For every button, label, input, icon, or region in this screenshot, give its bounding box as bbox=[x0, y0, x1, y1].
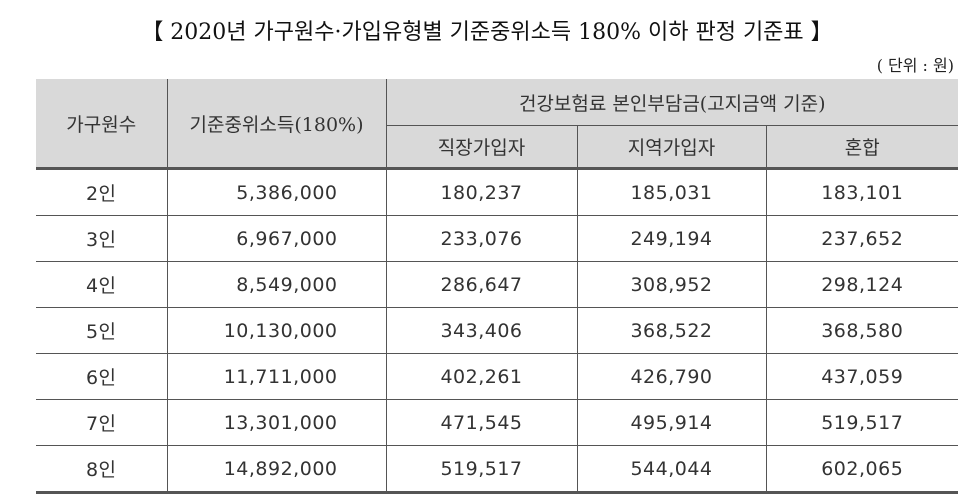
cell-mixed: 237,652 bbox=[765, 215, 959, 262]
cell-income: 10,130,000 bbox=[166, 307, 386, 354]
header-regional: 지역가입자 bbox=[576, 125, 767, 169]
cell-employee: 343,406 bbox=[385, 307, 577, 354]
cell-income: 13,301,000 bbox=[166, 399, 386, 446]
cell-regional: 308,952 bbox=[576, 261, 766, 308]
table-row: 7인 13,301,000 471,545 495,914 519,517 bbox=[36, 399, 959, 446]
cell-mixed: 437,059 bbox=[765, 353, 959, 400]
table-row: 6인 11,711,000 402,261 426,790 437,059 bbox=[36, 353, 959, 400]
cell-regional: 544,044 bbox=[576, 445, 766, 494]
cell-mixed: 519,517 bbox=[765, 399, 959, 446]
header-mixed: 혼합 bbox=[765, 125, 959, 169]
cell-regional: 185,031 bbox=[576, 168, 766, 216]
header-employee: 직장가입자 bbox=[386, 125, 578, 169]
cell-household: 8인 bbox=[36, 445, 167, 494]
cell-mixed: 298,124 bbox=[765, 261, 959, 308]
income-criteria-table: 가구원수 기준중위소득(180%) 건강보험료 본인부담금(고지금액 기준) 직… bbox=[36, 79, 959, 494]
cell-regional: 426,790 bbox=[576, 353, 766, 400]
table-row: 8인 14,892,000 519,517 544,044 602,065 bbox=[36, 445, 959, 494]
cell-household: 7인 bbox=[36, 399, 167, 446]
header-median-income: 기준중위소득(180%) bbox=[166, 79, 387, 169]
cell-mixed: 602,065 bbox=[765, 445, 959, 494]
cell-income: 6,967,000 bbox=[166, 215, 386, 262]
cell-employee: 519,517 bbox=[385, 445, 577, 494]
table-row: 4인 8,549,000 286,647 308,952 298,124 bbox=[36, 261, 959, 308]
cell-household: 4인 bbox=[36, 261, 167, 308]
header-premium-group: 건강보험료 본인부담금(고지금액 기준) bbox=[385, 79, 959, 126]
table-row: 5인 10,130,000 343,406 368,522 368,580 bbox=[36, 307, 959, 354]
document-title: 【 2020년 가구원수·가입유형별 기준중위소득 180% 이하 판정 기준표… bbox=[141, 20, 833, 45]
cell-income: 14,892,000 bbox=[166, 445, 386, 494]
cell-employee: 286,647 bbox=[385, 261, 577, 308]
table-header: 가구원수 기준중위소득(180%) 건강보험료 본인부담금(고지금액 기준) 직… bbox=[36, 79, 959, 169]
unit-note: ( 단위 : 원) bbox=[876, 56, 954, 75]
cell-income: 11,711,000 bbox=[166, 353, 386, 400]
cell-regional: 249,194 bbox=[576, 215, 766, 262]
cell-household: 3인 bbox=[36, 215, 167, 262]
cell-income: 8,549,000 bbox=[166, 261, 386, 308]
cell-household: 2인 bbox=[85, 183, 117, 205]
cell-household: 6인 bbox=[36, 353, 167, 400]
table-row: 2인 5,386,000 180,237 185,031 183,101 bbox=[36, 168, 959, 216]
cell-employee: 233,076 bbox=[385, 215, 577, 262]
cell-income: 5,386,000 bbox=[166, 168, 386, 216]
cell-mixed: 183,101 bbox=[765, 168, 959, 216]
cell-employee: 471,545 bbox=[385, 399, 577, 446]
cell-employee: 180,237 bbox=[385, 168, 577, 216]
cell-mixed: 368,580 bbox=[765, 307, 959, 354]
header-household-size: 가구원수 bbox=[36, 79, 168, 169]
cell-regional: 495,914 bbox=[576, 399, 766, 446]
cell-employee: 402,261 bbox=[385, 353, 577, 400]
cell-regional: 368,522 bbox=[576, 307, 766, 354]
cell-household: 5인 bbox=[36, 307, 167, 354]
table-row: 3인 6,967,000 233,076 249,194 237,652 bbox=[36, 215, 959, 262]
